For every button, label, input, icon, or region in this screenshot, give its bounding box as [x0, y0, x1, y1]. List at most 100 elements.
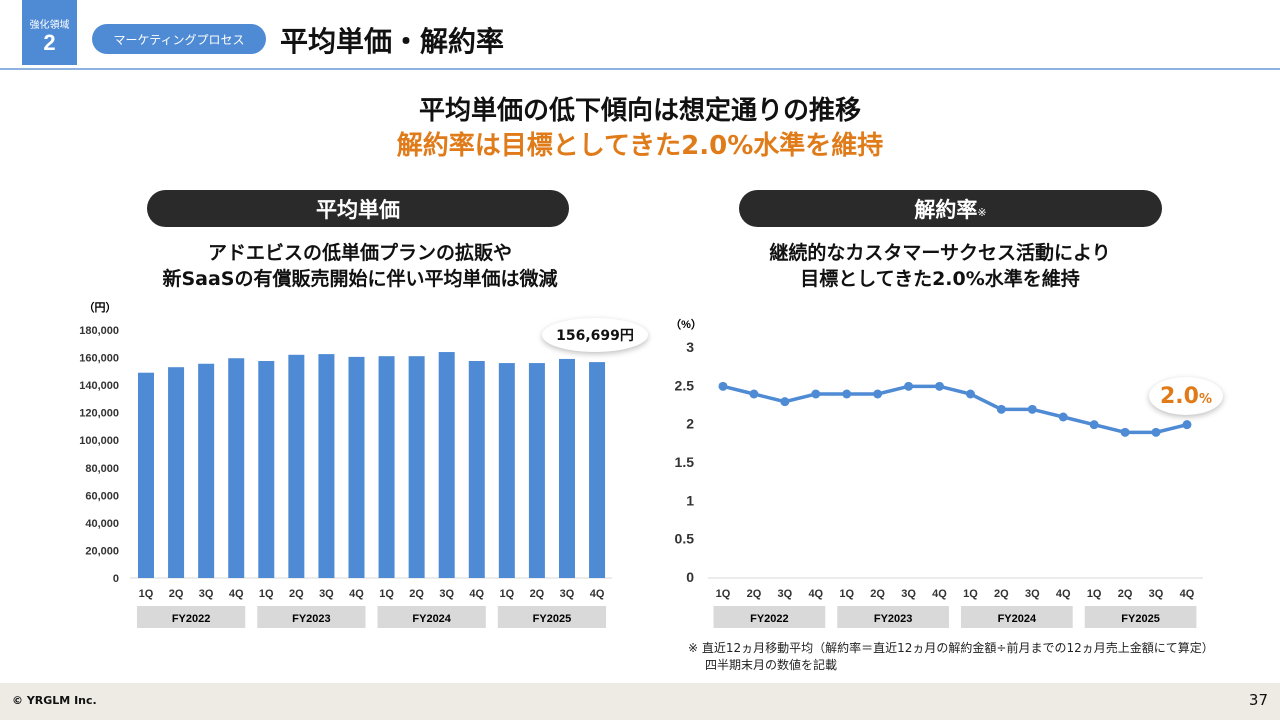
x-tick-label: 2Q — [747, 588, 762, 600]
bar — [258, 361, 275, 578]
y-tick-label: 120,000 — [79, 408, 119, 420]
footnote-line1: ※ 直近12ヵ月移動平均（解約率＝直近12ヵ月の解約金額÷前月までの12ヵ月売上… — [688, 641, 1214, 655]
bar — [168, 367, 185, 578]
bar — [589, 362, 606, 578]
subtitle-line: 継続的なカスタマーサクセス活動により — [769, 242, 1111, 264]
x-tick-label: 4Q — [1056, 588, 1071, 600]
fiscal-year-box — [257, 606, 366, 628]
bar — [468, 361, 485, 578]
data-point — [780, 397, 790, 407]
section-note-mark: ※ — [977, 206, 987, 219]
x-tick-label: 4Q — [229, 588, 244, 600]
x-tick-label: 1Q — [259, 588, 274, 600]
bar — [528, 363, 545, 578]
x-tick-label: 3Q — [560, 588, 575, 600]
section-label-churn: 解約率 ※ — [739, 190, 1162, 227]
bar — [408, 356, 425, 578]
x-tick-label: 2Q — [169, 588, 184, 600]
x-tick-label: 1Q — [839, 588, 854, 600]
x-tick-label: 3Q — [439, 588, 454, 600]
badge-label: 強化領域 — [29, 20, 70, 31]
x-tick-label: 4Q — [932, 588, 947, 600]
x-tick-label: 1Q — [716, 588, 731, 600]
section-label-avg-price: 平均単価 — [147, 190, 569, 227]
bar — [438, 352, 455, 578]
data-point — [873, 389, 883, 399]
fiscal-year-box — [960, 606, 1073, 628]
data-point — [935, 381, 945, 391]
y-tick-label: 0.5 — [675, 531, 695, 547]
x-tick-label: 1Q — [963, 588, 978, 600]
subtitle-line: 新SaaSの有償販売開始に伴い平均単価は微減 — [162, 268, 558, 290]
category-pill: マーケティングプロセス — [92, 24, 266, 54]
x-tick-label: 2Q — [530, 588, 545, 600]
data-point — [1027, 404, 1037, 414]
y-tick-label: 180,000 — [79, 325, 119, 337]
bar — [138, 372, 154, 578]
bar — [198, 363, 215, 578]
data-point — [1089, 420, 1099, 430]
badge-number: 2 — [43, 30, 56, 55]
data-point — [1182, 420, 1192, 430]
x-tick-label: 3Q — [1025, 588, 1040, 600]
header-divider — [0, 68, 1280, 70]
bar — [288, 354, 305, 578]
y-tick-label: 60,000 — [85, 490, 119, 502]
y-tick-label: 3 — [686, 339, 694, 355]
y-tick-label: 0 — [686, 569, 694, 585]
fiscal-year-label: FY2023 — [292, 613, 331, 625]
fiscal-year-label: FY2025 — [533, 613, 572, 625]
copyright: © YRGLM Inc. — [12, 694, 97, 707]
y-tick-label: 1 — [686, 492, 694, 508]
x-tick-label: 1Q — [499, 588, 514, 600]
x-tick-label: 3Q — [778, 588, 793, 600]
fiscal-year-box — [497, 606, 607, 628]
data-point — [842, 389, 852, 399]
data-point — [904, 381, 914, 391]
fiscal-year-label: FY2022 — [750, 613, 789, 625]
headline-line1: 平均単価の低下傾向は想定通りの推移 — [418, 96, 861, 126]
x-tick-label: 4Q — [1180, 588, 1195, 600]
data-point — [1058, 412, 1068, 422]
fiscal-year-label: FY2025 — [1121, 613, 1160, 625]
x-tick-label: 4Q — [349, 588, 364, 600]
churn-subtitle: 継続的なカスタマーサクセス活動により 目標としてきた2.0%水準を維持 — [640, 240, 1240, 292]
fiscal-year-label: FY2023 — [874, 613, 913, 625]
x-tick-label: 2Q — [870, 588, 885, 600]
data-point — [1151, 427, 1161, 437]
bar — [558, 358, 575, 578]
data-point — [996, 404, 1006, 414]
y-axis-unit: （円） — [84, 301, 117, 314]
fiscal-year-label: FY2024 — [412, 613, 451, 625]
churn-rate-line — [722, 384, 1188, 435]
subtitle-line: アドエビスの低単価プランの拡販や — [207, 242, 512, 264]
y-tick-label: 2 — [686, 416, 694, 432]
avg-price-callout: 156,699円 — [542, 318, 648, 352]
y-tick-label: 1.5 — [675, 454, 695, 470]
x-tick-label: 4Q — [590, 588, 605, 600]
bar — [378, 356, 395, 578]
section-label-text: 解約率 — [914, 197, 978, 222]
fiscal-year-label: FY2022 — [172, 613, 211, 625]
data-point — [1120, 427, 1130, 437]
data-point — [749, 389, 759, 399]
x-tick-label: 2Q — [409, 588, 424, 600]
x-tick-label: 3Q — [901, 588, 916, 600]
x-tick-label: 3Q — [1149, 588, 1164, 600]
fiscal-year-box — [837, 606, 949, 628]
y-tick-label: 40,000 — [85, 518, 119, 530]
y-tick-label: 2.5 — [675, 377, 695, 393]
x-tick-label: 1Q — [1087, 588, 1102, 600]
bar — [498, 363, 515, 578]
x-tick-label: 4Q — [808, 588, 823, 600]
x-tick-label: 3Q — [199, 588, 214, 600]
fiscal-year-label: FY2024 — [998, 613, 1037, 625]
data-point — [718, 381, 728, 391]
churn-callout: 2.0% — [1149, 377, 1223, 415]
x-tick-label: 3Q — [319, 588, 334, 600]
fiscal-year-box — [1084, 606, 1197, 628]
callout-unit: % — [1198, 391, 1212, 407]
page-title: 平均単価・解約率 — [280, 25, 505, 58]
page-number: 37 — [1248, 691, 1268, 709]
x-tick-label: 4Q — [469, 588, 484, 600]
